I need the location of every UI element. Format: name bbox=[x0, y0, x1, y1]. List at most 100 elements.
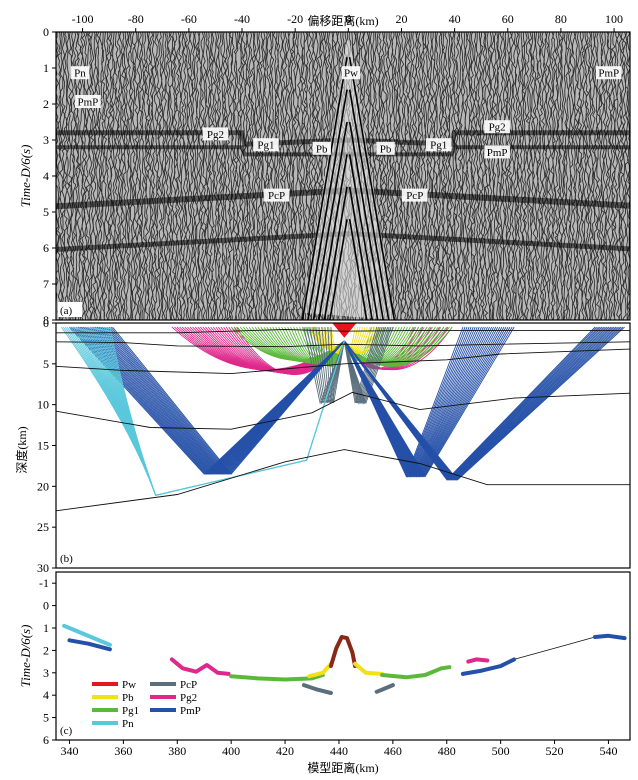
panel-c-y-tick-label: 6 bbox=[43, 733, 49, 747]
ray-pcp bbox=[343, 326, 394, 405]
ray-paths bbox=[61, 323, 625, 496]
panel-c-x-tick-label: 480 bbox=[438, 744, 456, 758]
phase-label: PcP bbox=[268, 190, 285, 202]
panel-b-y-tick-label: 30 bbox=[37, 561, 49, 575]
panel-b-y-tick-label: 10 bbox=[37, 398, 49, 412]
panel-c-x-tick-label: 520 bbox=[546, 744, 564, 758]
layer-boundary bbox=[56, 329, 630, 334]
phase-label: PmP bbox=[598, 68, 619, 80]
direct-wave-leg-left bbox=[329, 219, 348, 320]
phase-label: Pg1 bbox=[257, 140, 274, 152]
model-traveltime-curve bbox=[513, 636, 596, 660]
phase-label-box bbox=[425, 138, 452, 152]
panel-c-x-tick-label: 360 bbox=[114, 744, 132, 758]
panel-a-y-tick-label: 1 bbox=[43, 61, 49, 75]
panel-c-y-tick-label: 3 bbox=[43, 666, 49, 680]
phase-label-box bbox=[484, 145, 510, 159]
picked-pcp bbox=[374, 683, 395, 694]
direct-wave-leg-right bbox=[348, 219, 368, 320]
phase-label: Pw bbox=[344, 68, 358, 80]
panel-a-y-tick-label: 0 bbox=[43, 25, 49, 39]
phase-label: PcP bbox=[406, 190, 423, 202]
phase-label-box bbox=[202, 127, 229, 141]
ray-pcp bbox=[306, 327, 345, 405]
panel-a-x-tick-label: -40 bbox=[234, 12, 250, 26]
bottom-axis-label: 模型距离(km) bbox=[307, 760, 378, 775]
direct-wave-leg-right bbox=[348, 57, 396, 320]
panel-a-y-tick-label: 4 bbox=[43, 169, 49, 183]
picked-pn bbox=[62, 623, 112, 647]
panel-c-x-tick-label: 400 bbox=[222, 744, 240, 758]
panel-a: -100 -80 -60 -40 -20 0 20 40 60 80 100 0 1 2 3 4 5 6 7 8 Pn… bbox=[18, 12, 631, 327]
direct-wave-leg-right bbox=[348, 89, 390, 320]
layer-boundary bbox=[56, 449, 630, 512]
legend-label: PcP bbox=[180, 679, 197, 691]
legend-label: PmP bbox=[180, 705, 201, 717]
phase-label-box bbox=[484, 120, 510, 134]
panel-b-y-axis-label: 深度(km) bbox=[14, 426, 29, 473]
ray-pn bbox=[109, 327, 345, 496]
picked-pw bbox=[328, 635, 358, 669]
layer-boundary bbox=[56, 391, 630, 430]
panel-a-tag: (a) bbox=[60, 305, 73, 317]
panel-a-tag-box bbox=[58, 302, 82, 317]
top-axis-label: 偏移距离(km) bbox=[307, 13, 378, 28]
phase-label-box bbox=[263, 188, 290, 202]
panel-a-x-tick-label: -20 bbox=[287, 12, 303, 26]
panel-a-x-tick-label: 100 bbox=[605, 12, 623, 26]
panel-a-y-tick-label: 8 bbox=[43, 313, 49, 327]
panel-a-y-tick-label: 2 bbox=[43, 97, 49, 111]
panel-a-ticks: -100 -80 -60 -40 -20 0 20 40 60 80 100 0 1 2 3 4 5 6 7 8 bbox=[43, 12, 623, 327]
panel-a-x-tick-label: 20 bbox=[395, 12, 407, 26]
panel-b-background bbox=[56, 323, 630, 568]
traveltime-curves bbox=[62, 623, 627, 695]
picked-pg2 bbox=[169, 657, 231, 676]
panel-c-y-tick-label: 1 bbox=[43, 621, 49, 635]
panel-c-y-tick-label: 0 bbox=[43, 599, 49, 613]
legend-label: Pw bbox=[122, 679, 136, 691]
legend: Pw PcP Pb Pg2 Pg1 PmP Pn bbox=[92, 679, 201, 730]
panel-a-x-tick-label: 0 bbox=[345, 12, 351, 26]
panel-a-y-tick-label: 3 bbox=[43, 133, 49, 147]
panel-c-y-tick-label: 4 bbox=[43, 688, 49, 702]
panel-c-y-tick-label: -1 bbox=[39, 576, 49, 590]
ray-pmp bbox=[112, 326, 345, 475]
panel-b-ticks: 0 5 10 15 20 25 30 bbox=[37, 316, 56, 575]
panel-c-y-tick-label: 5 bbox=[43, 711, 49, 725]
panel-a-y-tick-label: 5 bbox=[43, 205, 49, 219]
panel-c-tag: (c) bbox=[60, 725, 73, 737]
phase-label: Pb bbox=[380, 143, 392, 155]
panel-c-ticks: 340 360 380 400 420 440 460 480 500 520 540 -1 0 1 2 3 4… bbox=[39, 576, 617, 758]
panel-b-y-tick-label: 15 bbox=[37, 439, 49, 453]
seismic-section bbox=[56, 32, 630, 320]
panel-c-x-tick-label: 500 bbox=[492, 744, 510, 758]
panel-c-x-tick-label: 420 bbox=[276, 744, 294, 758]
panel-b-y-tick-label: 25 bbox=[37, 520, 49, 534]
direct-wave-leg-left bbox=[323, 186, 348, 320]
direct-wave-leg-right bbox=[348, 121, 385, 320]
picked-pmp bbox=[460, 657, 517, 676]
phase-label: PmP bbox=[77, 97, 98, 109]
panel-a-y-tick-label: 6 bbox=[43, 241, 49, 255]
panel-a-x-tick-label: 40 bbox=[449, 12, 461, 26]
panel-a-x-tick-label: -80 bbox=[128, 12, 144, 26]
panel-c-x-tick-label: 540 bbox=[599, 744, 617, 758]
ray-pmp bbox=[343, 326, 625, 481]
legend-label: Pn bbox=[122, 718, 134, 730]
panel-b: 0 5 10 15 20 25 30 深度(km) (b) bbox=[14, 316, 631, 575]
ray-pcp bbox=[321, 327, 345, 404]
ray-pcp bbox=[318, 327, 345, 404]
phase-label-box bbox=[376, 141, 395, 155]
picked-pb bbox=[307, 661, 333, 679]
panel-a-y-tick-label: 7 bbox=[43, 277, 49, 291]
phase-label-box bbox=[312, 141, 331, 155]
phase-label-box bbox=[401, 188, 428, 202]
direct-wave-leg-right bbox=[348, 186, 374, 320]
direct-wave-leg-right bbox=[348, 154, 379, 320]
direct-wave-leg-left bbox=[307, 89, 348, 320]
phase-label-box bbox=[75, 95, 101, 108]
panel-a-x-tick-label: 80 bbox=[555, 12, 567, 26]
phase-label-box bbox=[253, 138, 279, 152]
ray-pmp bbox=[343, 326, 515, 478]
picked-pg2 bbox=[466, 657, 490, 664]
